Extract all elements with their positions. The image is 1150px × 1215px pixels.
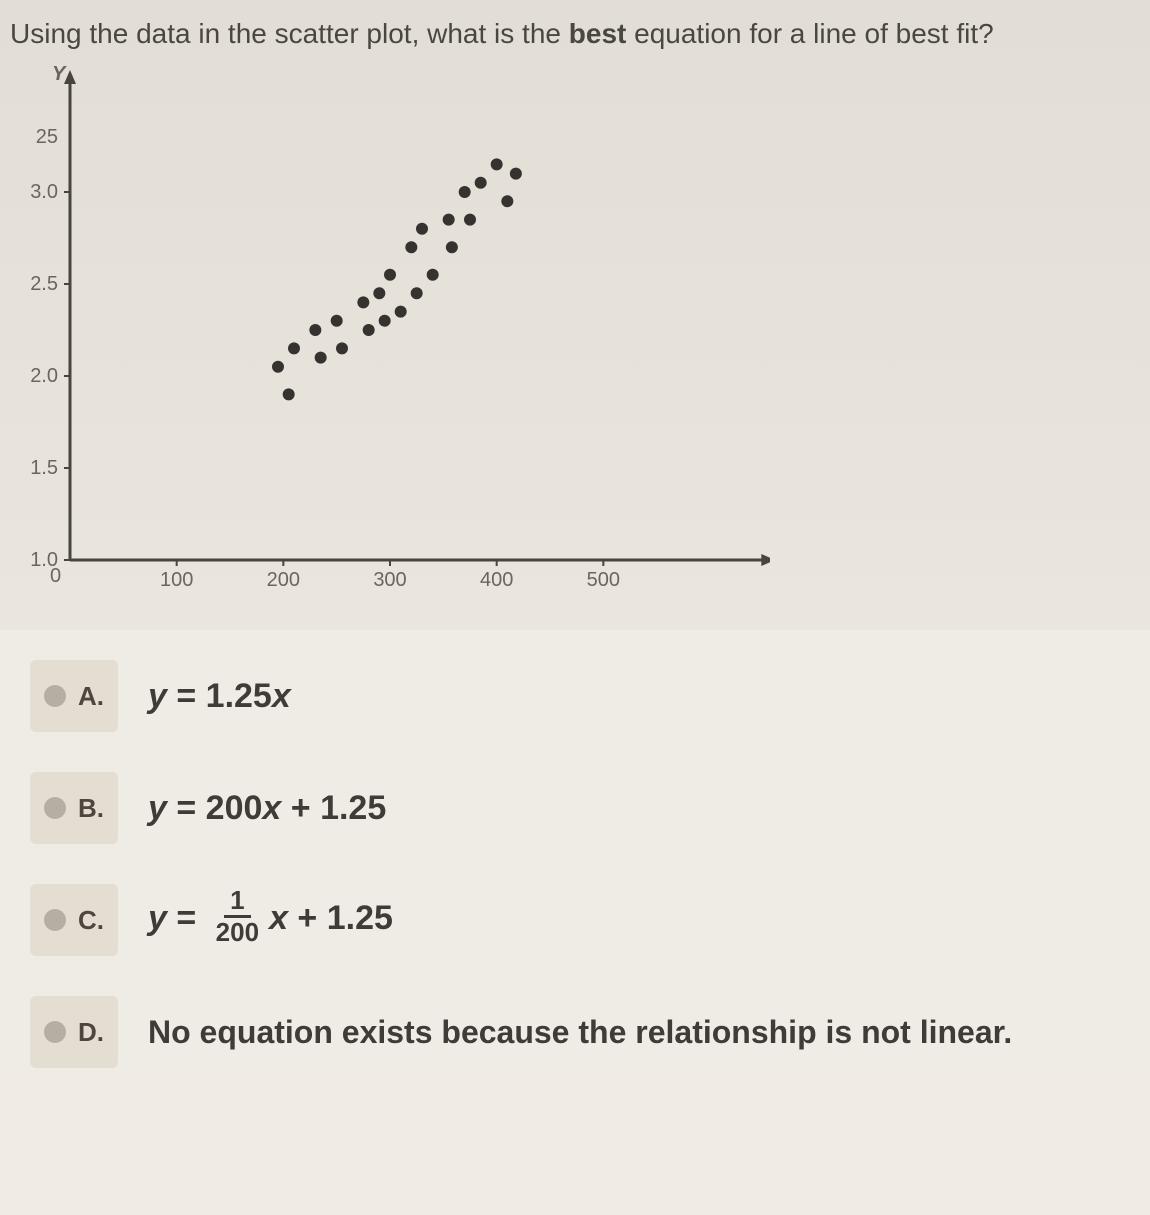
eq-tail: + 1.25 (281, 789, 386, 827)
svg-text:1.5: 1.5 (30, 457, 58, 479)
answer-c[interactable]: C. y = 1200x + 1.25 (30, 884, 1140, 956)
answer-text-c: y = 1200x + 1.25 (148, 890, 393, 950)
eq-var: x (272, 677, 291, 715)
answer-label-c: C. (78, 905, 104, 936)
svg-text:300: 300 (373, 569, 406, 590)
answer-badge-d[interactable]: D. (30, 996, 118, 1068)
question-suffix: equation for a line of best fit? (626, 18, 993, 49)
answer-badge-b[interactable]: B. (30, 772, 118, 844)
eq-rhs: 1.25 (206, 677, 272, 715)
svg-text:3.0: 3.0 (30, 181, 58, 203)
svg-text:1.0: 1.0 (30, 549, 58, 571)
radio-icon[interactable] (44, 685, 66, 707)
eq-var: x (269, 899, 288, 937)
svg-text:25: 25 (36, 126, 58, 148)
eq-eq: = (167, 677, 206, 715)
answer-label-a: A. (78, 681, 104, 712)
question-prefix: Using the data in the scatter plot, what… (10, 18, 569, 49)
answer-d[interactable]: D. No equation exists because the relati… (30, 996, 1140, 1068)
eq-coef: 200 (206, 789, 263, 827)
fraction: 1200 (210, 886, 265, 946)
eq-eq: = (167, 899, 206, 937)
answer-label-b: B. (78, 793, 104, 824)
svg-text:200: 200 (267, 569, 300, 590)
eq-eq: = (167, 789, 206, 827)
answer-badge-a[interactable]: A. (30, 660, 118, 732)
answers-area: A. y = 1.25x B. y = 200x + 1.25 C. y = 1… (0, 630, 1150, 1068)
radio-icon[interactable] (44, 1021, 66, 1043)
answer-a[interactable]: A. y = 1.25x (30, 660, 1140, 732)
radio-icon[interactable] (44, 909, 66, 931)
eq-tail: + 1.25 (288, 899, 393, 937)
answer-badge-c[interactable]: C. (30, 884, 118, 956)
radio-icon[interactable] (44, 797, 66, 819)
frac-den: 200 (210, 918, 265, 947)
question-bold: best (569, 18, 627, 49)
svg-text:2.5: 2.5 (30, 273, 58, 295)
svg-text:500: 500 (587, 569, 620, 590)
answer-b[interactable]: B. y = 200x + 1.25 (30, 772, 1140, 844)
svg-text:100: 100 (160, 569, 193, 590)
question-text: Using the data in the scatter plot, what… (10, 18, 1140, 50)
frac-num: 1 (224, 886, 250, 918)
svg-text:Y: Y (52, 63, 67, 85)
answer-text-b: y = 200x + 1.25 (148, 789, 386, 828)
answer-text-a: y = 1.25x (148, 677, 291, 716)
eq-lhs: y (148, 899, 167, 937)
eq-var: x (262, 789, 281, 827)
eq-lhs: y (148, 677, 167, 715)
answer-label-d: D. (78, 1017, 104, 1048)
svg-text:2.0: 2.0 (30, 365, 58, 387)
eq-lhs: y (148, 789, 167, 827)
svg-text:400: 400 (480, 569, 513, 590)
scatter-chart: YX01002003004005001.01.52.02.53.025 (10, 60, 770, 590)
question-area: Using the data in the scatter plot, what… (0, 0, 1150, 630)
answer-text-d: No equation exists because the relations… (148, 1014, 1012, 1051)
